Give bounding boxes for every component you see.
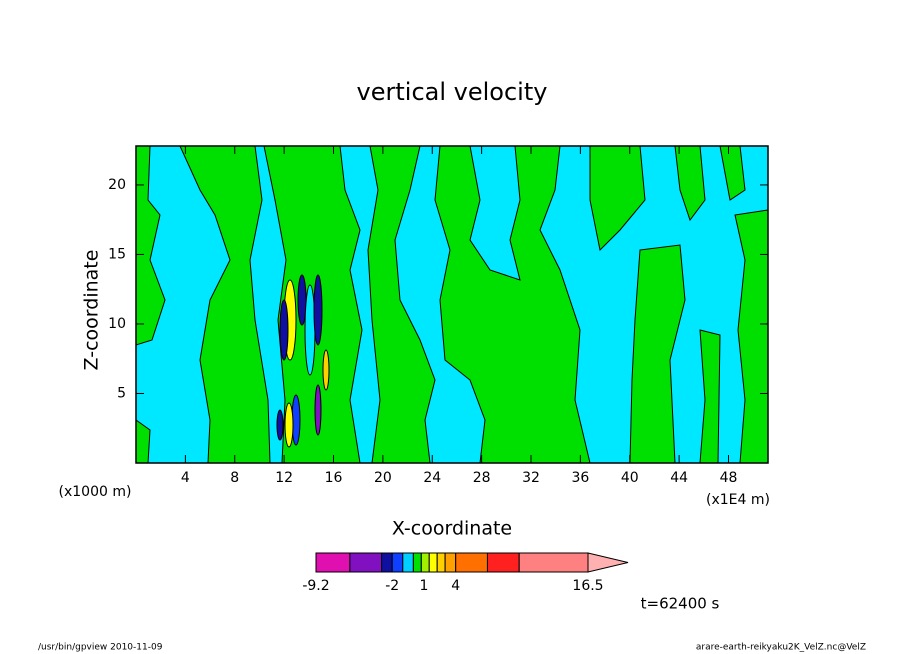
x-tick-label: 44 xyxy=(670,470,688,486)
x-tick-label: 16 xyxy=(325,470,343,486)
y-tick-label: 10 xyxy=(108,316,126,332)
colorbar-segment xyxy=(428,552,438,573)
footer-right: arare-earth-reikyaku2K_VelZ.nc@VelZ xyxy=(696,643,866,653)
colorbar-segment xyxy=(486,552,520,573)
colorbar-tick-label: 1 xyxy=(419,578,428,594)
y-unit: (x1000 m) xyxy=(59,484,132,500)
x-tick-label: 24 xyxy=(423,470,441,486)
colorbar-segment xyxy=(455,552,488,573)
x-unit: (x1E4 m) xyxy=(706,492,770,508)
plot-frame xyxy=(135,145,769,464)
contour-field xyxy=(135,145,769,464)
colorbar-segment xyxy=(444,552,457,573)
colorbar-segment xyxy=(315,552,351,573)
region xyxy=(160,145,271,464)
field-cores xyxy=(276,274,330,448)
y-tick-label: 5 xyxy=(117,385,126,401)
region xyxy=(434,145,591,464)
core xyxy=(279,299,289,361)
x-tick-label: 40 xyxy=(621,470,639,486)
x-tick-label: 48 xyxy=(720,470,738,486)
colorbar-tick-label: -9.2 xyxy=(302,578,329,594)
x-tick-label: 20 xyxy=(374,470,392,486)
core xyxy=(276,409,284,441)
colorbar-segment xyxy=(518,552,589,573)
region xyxy=(135,145,166,346)
core xyxy=(313,274,323,346)
colorbar-extension xyxy=(587,552,629,573)
x-tick-label: 28 xyxy=(473,470,491,486)
colorbar-segment xyxy=(412,552,422,573)
y-tick-label: 15 xyxy=(108,246,126,262)
colorbar-tick-label: 4 xyxy=(451,578,460,594)
x-axis-title: X-coordinate xyxy=(392,518,512,540)
y-tick-label: 20 xyxy=(108,177,126,193)
footer-left: /usr/bin/gpview 2010-11-09 xyxy=(38,643,163,653)
region xyxy=(367,145,436,464)
x-tick-label: 36 xyxy=(571,470,589,486)
colorbar-segment xyxy=(349,552,383,573)
y-axis-title: Z-coordinate xyxy=(81,250,103,371)
colorbar-tick-label: 16.5 xyxy=(572,578,603,594)
colorbar-segment xyxy=(381,552,393,573)
colorbar-segment xyxy=(420,552,430,573)
time-label: t=62400 s xyxy=(641,595,720,613)
x-tick-label: 32 xyxy=(522,470,540,486)
x-tick-label: 4 xyxy=(181,470,190,486)
core xyxy=(304,284,316,376)
x-tick-label: 8 xyxy=(230,470,239,486)
x-tick-label: 12 xyxy=(275,470,293,486)
core xyxy=(322,349,330,391)
core xyxy=(284,402,294,448)
colorbar-segment xyxy=(436,552,446,573)
chart-title: vertical velocity xyxy=(357,78,548,106)
colorbar-segment xyxy=(391,552,404,573)
colorbar-tick-label: -2 xyxy=(385,578,399,594)
colorbar-segment xyxy=(402,552,414,573)
core xyxy=(314,384,322,436)
